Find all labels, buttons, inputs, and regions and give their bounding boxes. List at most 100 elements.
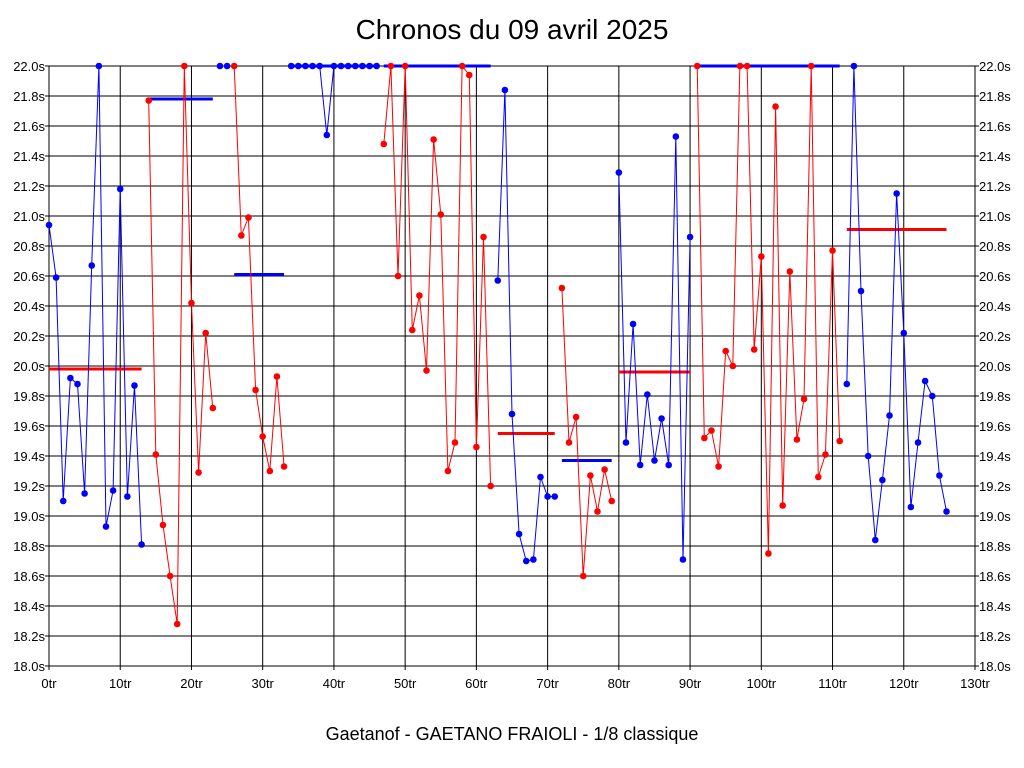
data-point [166,572,174,580]
data-point [223,62,231,70]
data-point [52,274,60,281]
data-point [701,434,708,442]
x-tick-label: 60tr [465,676,488,691]
x-tick-label: 80tr [608,676,631,691]
data-point [444,467,452,475]
data-point [195,469,202,476]
data-point [822,451,829,458]
data-point [644,391,651,398]
data-point [451,439,459,446]
data-point [124,493,131,500]
data-point [793,436,801,443]
chart-subtitle: Gaetanof - GAETANO FRAIOLI - 1/8 classiq… [325,724,699,744]
x-tick-label: 20tr [180,676,203,691]
y-tick-label: 21.2s [979,179,1011,194]
y-tick-label: 18.6s [979,569,1011,584]
data-point [423,367,430,374]
data-point [587,472,594,479]
y-tick-label: 20.6s [979,269,1011,284]
y-tick-label: 20.4s [13,299,45,314]
data-point [601,466,608,473]
data-point [181,62,188,70]
data-point [693,62,701,70]
data-point [572,413,580,421]
y-tick-label: 19.6s [979,419,1011,434]
data-point [530,556,537,563]
y-tick-label: 19.4s [13,449,45,464]
data-point [494,277,502,284]
data-point [750,346,758,353]
x-axis: 0tr 10tr 20tr 30tr 40tr 50tr 60tr 70tr 80tr 90tr 1… [41,666,990,691]
series-line [148,65,214,625]
y-tick-label: 18.8s [979,539,1011,554]
data-point [102,523,110,530]
data-point [131,382,138,389]
data-point [679,556,687,563]
data-point [565,439,573,446]
data-point [722,347,729,355]
data-point [380,140,388,148]
data-point [800,395,808,403]
x-tick-label: 50tr [394,676,417,691]
data-point [309,62,316,70]
data-point [836,437,843,445]
y-tick-label: 18.8s [13,539,45,554]
y-tick-label: 21.8s [13,89,45,104]
data-point [109,487,117,494]
data-point [116,185,124,193]
data-point [323,131,331,139]
x-tick-label: 100tr [746,676,776,691]
data-point [473,443,480,451]
data-point [686,233,694,241]
y-tick-label: 20.4s [979,299,1011,314]
y-tick-label: 18.2s [979,629,1011,644]
y-tick-label: 19.2s [979,479,1011,494]
data-point [508,410,516,418]
data-point [629,320,637,328]
data-point [537,473,544,481]
data-point [152,451,160,458]
data-point [394,272,402,280]
data-point [879,476,886,484]
data-point [864,452,872,460]
data-point [316,62,323,70]
data-point [544,493,551,500]
y-tick-label: 19.0s [979,509,1011,524]
data-point [615,169,623,176]
y-tick-label: 22.0s [13,59,45,74]
data-point [366,62,373,70]
x-tick-label: 90tr [679,676,702,691]
data-point [74,380,81,388]
data-point [515,530,523,538]
data-point [850,62,858,70]
data-point [59,497,67,505]
x-tick-label: 120tr [889,676,919,691]
data-point [729,362,737,370]
data-point [736,62,744,70]
gridlines [48,65,976,667]
x-tick-label: 0tr [41,676,57,691]
x-tick-label: 130tr [960,676,990,691]
y-tick-label: 21.6s [13,119,45,134]
y-tick-label: 19.4s [979,449,1011,464]
y-tick-label: 20.0s [979,359,1011,374]
y-tick-label: 20.8s [13,239,45,254]
data-point [522,557,530,565]
data-point [88,262,96,269]
data-point [893,190,900,197]
data-point [238,232,245,239]
data-point [67,374,74,382]
data-point [202,329,210,337]
y-tick-label: 22.0s [979,59,1011,74]
y-tick-label: 21.0s [979,209,1011,224]
data-point [843,380,851,388]
data-point [273,373,281,380]
data-point [786,268,794,275]
data-point [857,287,865,295]
y-axis-left: 18.0s 18.2s 18.4s 18.6s 18.8s 19.0s 19.2s 19.4s… [13,59,49,674]
y-tick-label: 21.4s [979,149,1011,164]
data-point [487,482,494,490]
data-point [622,439,630,446]
y-tick-label: 18.6s [13,569,45,584]
data-point [579,572,587,580]
